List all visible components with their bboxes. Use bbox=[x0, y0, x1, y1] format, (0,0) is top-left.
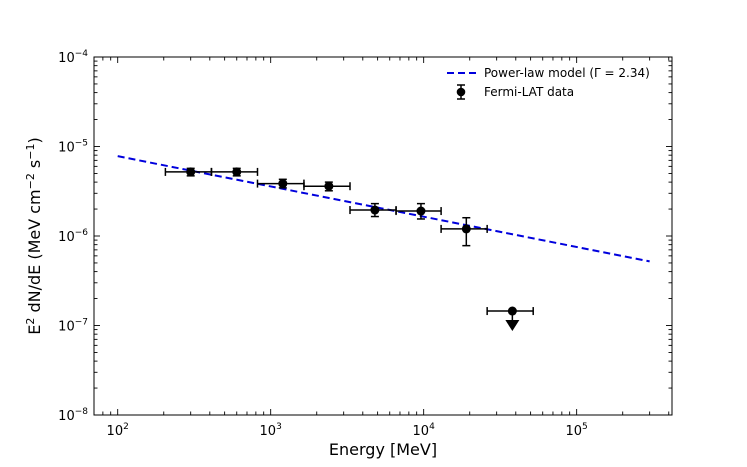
data-point bbox=[416, 206, 426, 216]
x-tick-label: 105 bbox=[566, 422, 588, 439]
y-tick-label: 10−7 bbox=[58, 318, 88, 335]
y-tick-label: 10−5 bbox=[58, 139, 88, 156]
y-tick-label: 10−8 bbox=[58, 407, 88, 424]
data-points bbox=[164, 167, 534, 332]
y-tick-labels: 10−8 10−7 10−6 10−5 10−4 bbox=[58, 49, 88, 424]
y-tick-label: 10−6 bbox=[58, 228, 88, 245]
x-tick-label: 102 bbox=[107, 422, 129, 439]
plot-frame bbox=[93, 56, 673, 416]
legend-model-label: Power-law model (Γ = 2.34) bbox=[484, 66, 650, 80]
data-point bbox=[278, 179, 288, 189]
data-point bbox=[186, 167, 196, 177]
major-ticks bbox=[94, 56, 672, 416]
x-axis-label: Energy [MeV] bbox=[329, 440, 437, 459]
minor-ticks bbox=[93, 57, 672, 415]
data-point bbox=[370, 205, 380, 215]
power-law-model-line bbox=[117, 155, 650, 263]
y-axis-label: E2 dN/dE (MeV cm−2 s−1) bbox=[24, 137, 44, 334]
y-tick-label: 10−4 bbox=[58, 49, 88, 66]
data-point bbox=[232, 167, 242, 177]
legend-data-marker bbox=[456, 87, 466, 97]
data-point bbox=[461, 224, 471, 234]
upper-limit-point bbox=[507, 306, 517, 316]
upper-limit-arrow bbox=[505, 320, 520, 332]
data-point bbox=[324, 181, 334, 191]
x-tick-labels: 102 103 104 105 bbox=[107, 422, 588, 439]
legend: Power-law model (Γ = 2.34) Fermi-LAT dat… bbox=[447, 66, 650, 100]
x-tick-label: 103 bbox=[260, 422, 282, 439]
legend-data-label: Fermi-LAT data bbox=[484, 85, 574, 99]
x-tick-label: 104 bbox=[413, 422, 436, 439]
